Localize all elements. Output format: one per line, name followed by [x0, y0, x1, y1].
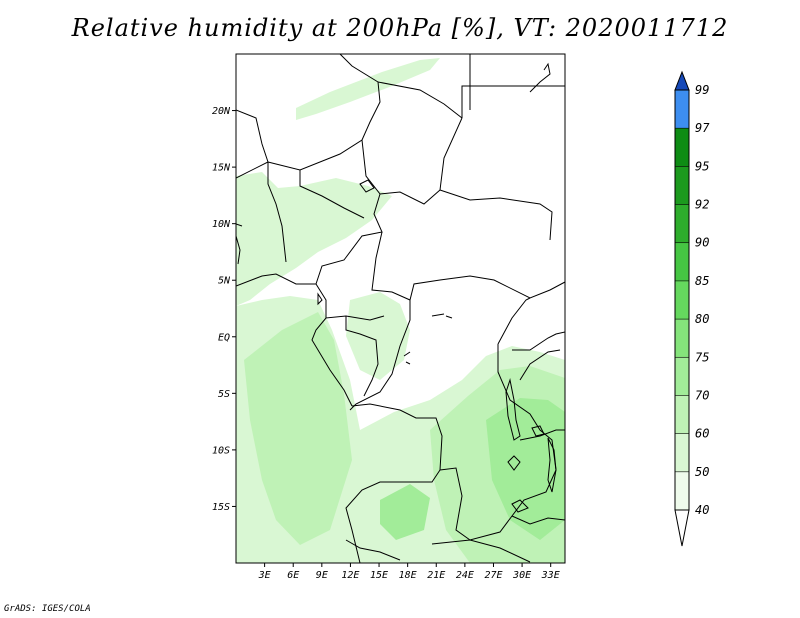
colorbar-segment [675, 395, 689, 434]
colorbar-segment [675, 204, 689, 243]
map-axes: 20N 15N 10N 5N EQ 5S 10S 15S 3E 6E 9E 12E 15E 18E 21E 2… [212, 106, 560, 581]
colorbar-label: 95 [695, 159, 709, 173]
humidity-area-interior [346, 292, 410, 380]
colorbar-label: 90 [695, 236, 709, 250]
lon-tick-label: 15E [370, 570, 388, 581]
humidity-area-south-patch [380, 484, 430, 540]
lon-tick-label: 3E [258, 570, 271, 581]
colorbar-below-triangle [674, 509, 690, 547]
lat-tick-label: 5N [218, 276, 231, 287]
map-frame [235, 53, 566, 564]
lat-tick-label: EQ [218, 332, 230, 343]
colorbar-segment [675, 357, 689, 396]
colorbar-segment [675, 90, 689, 129]
lon-tick-label: 33E [541, 570, 560, 581]
colorbar-label: 85 [695, 274, 709, 288]
country-borders [236, 54, 565, 563]
lon-tick-label: 12E [341, 570, 359, 581]
colorbar-frame [674, 89, 690, 511]
lon-tick-label: 9E [316, 570, 328, 581]
colorbar-label: 75 [695, 350, 709, 364]
lat-tick-label: 5S [218, 389, 230, 400]
lon-tick-label: 18E [399, 570, 417, 581]
colorbar-label: 50 [695, 465, 709, 479]
lon-tick-label: 6E [287, 570, 299, 581]
colorbar-label: 60 [695, 427, 709, 441]
credit-text: GrADS: IGES/COLA [4, 604, 91, 614]
colorbar-segment [675, 319, 689, 358]
colorbar-label: 80 [695, 312, 709, 326]
colorbar-segment [675, 471, 689, 510]
lat-tick-label: 15S [212, 502, 230, 513]
lat-tick-label: 15N [212, 163, 231, 174]
colorbar-above-triangle [674, 70, 690, 91]
colorbar-label: 97 [695, 121, 710, 135]
humidity-shading [236, 58, 565, 563]
colorbar: 40 50 60 70 75 80 85 90 92 95 97 99 [674, 70, 710, 547]
colorbar-segment [675, 166, 689, 205]
lat-tick-label: 10S [212, 445, 230, 456]
colorbar-label: 99 [695, 83, 709, 97]
lat-tick-label: 20N [212, 106, 231, 117]
map-title: Relative humidity at 200hPa [%], VT: 202… [71, 14, 729, 42]
humidity-area-central-band [244, 312, 352, 545]
colorbar-segment [675, 280, 689, 320]
colorbar-label: 70 [695, 388, 709, 402]
lon-tick-label: 21E [427, 570, 445, 581]
lon-tick-label: 24E [456, 570, 474, 581]
colorbar-label: 40 [695, 503, 709, 517]
lat-tick-label: 10N [212, 219, 231, 230]
lon-tick-label: 30E [512, 570, 531, 581]
colorbar-segment [675, 242, 689, 281]
humidity-area-north-stripe [296, 58, 440, 120]
colorbar-segment [675, 128, 689, 167]
colorbar-label: 92 [695, 198, 709, 212]
lon-tick-label: 27E [484, 570, 502, 581]
humidity-area-northwest [236, 172, 392, 306]
colorbar-segment [675, 433, 689, 472]
